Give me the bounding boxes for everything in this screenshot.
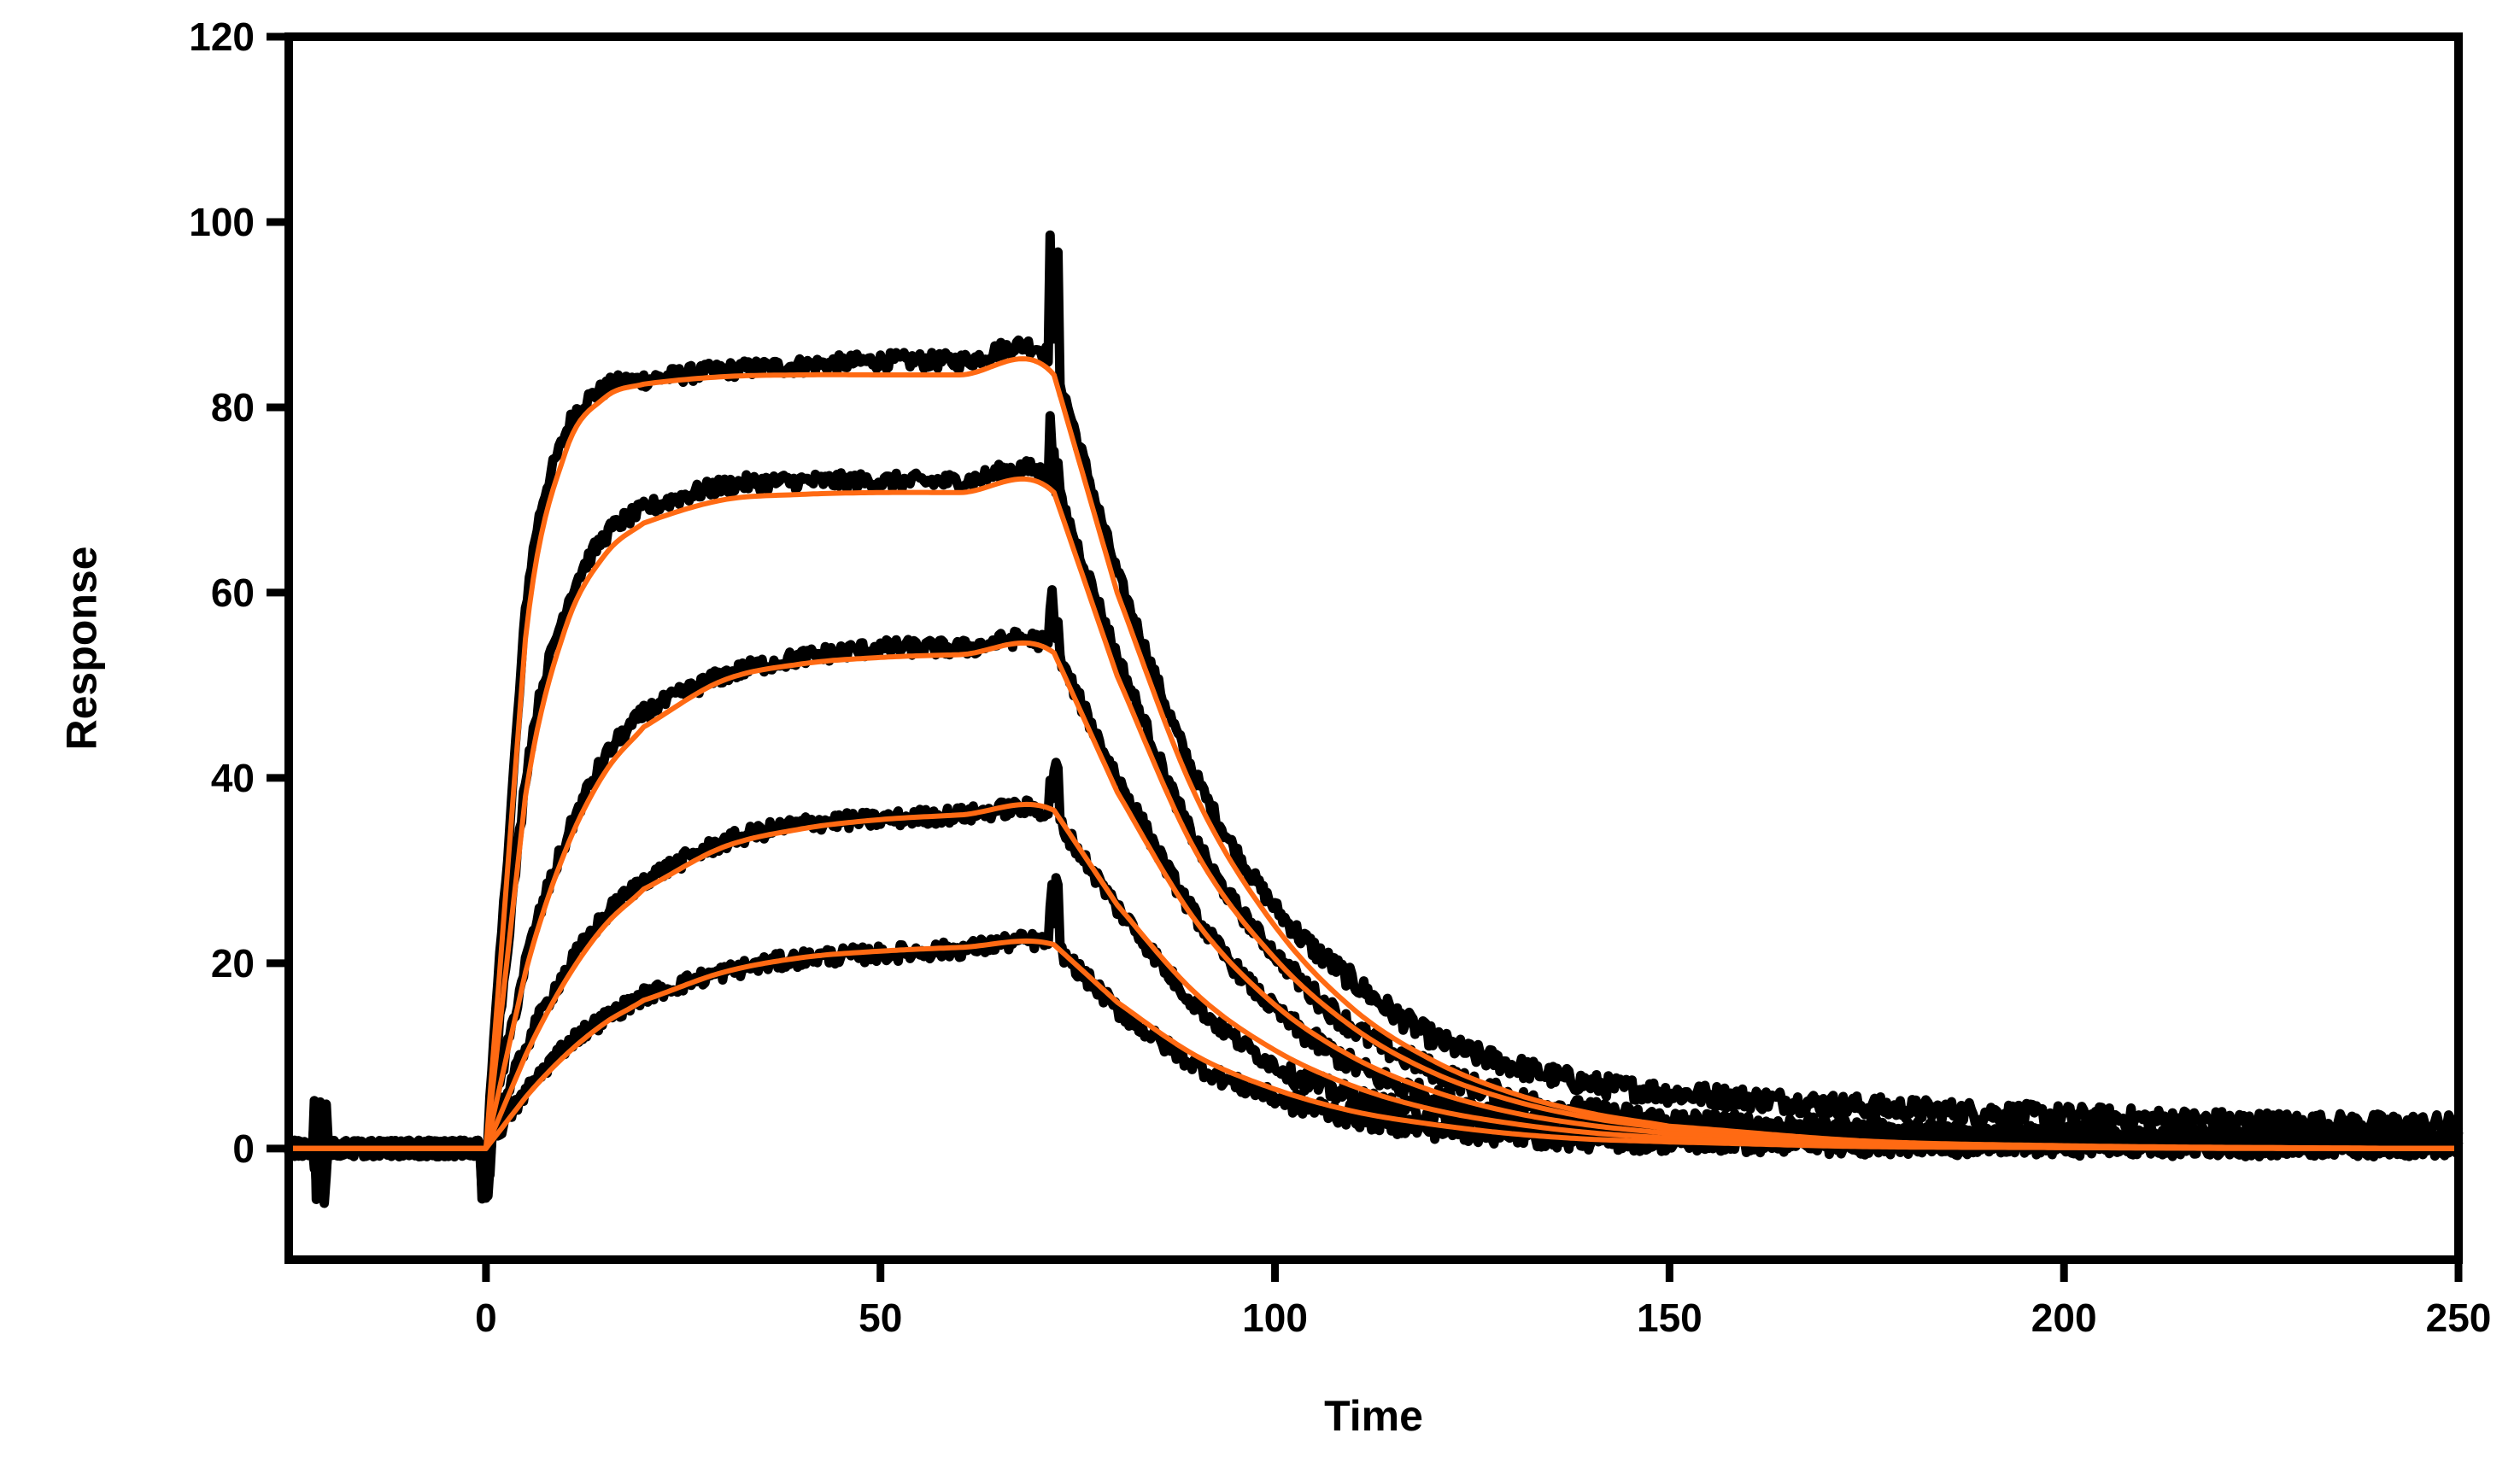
x-tick-label: 50 xyxy=(859,1296,902,1340)
y-tick-label: 40 xyxy=(211,756,255,800)
ticks-layer: 0 20 40 60 80 100 120 0 50 100 150 200 250 xyxy=(189,15,2491,1340)
x-tick-label: 200 xyxy=(2031,1296,2097,1340)
fit-curve xyxy=(289,476,2458,1151)
y-tick-label: 20 xyxy=(211,941,255,986)
measured-curve xyxy=(284,230,2464,1191)
plot-frame xyxy=(284,32,2463,1264)
measured-curve xyxy=(284,411,2464,1208)
series-layer xyxy=(284,230,2464,1208)
y-tick-label: 100 xyxy=(189,200,255,244)
x-tick-label: 250 xyxy=(2426,1296,2492,1340)
fit-curve xyxy=(289,938,2458,1151)
y-tick-label: 120 xyxy=(189,15,255,59)
y-axis-label: Response xyxy=(58,547,106,751)
y-tick-label: 60 xyxy=(211,570,255,615)
x-tick-label: 150 xyxy=(1637,1296,1702,1340)
x-axis-label: Time xyxy=(1324,1392,1423,1440)
y-tick-label: 0 xyxy=(232,1126,255,1171)
y-tick-label: 80 xyxy=(211,385,255,430)
x-tick-label: 0 xyxy=(475,1296,497,1340)
x-tick-label: 100 xyxy=(1242,1296,1308,1340)
measured-curve xyxy=(284,873,2464,1201)
